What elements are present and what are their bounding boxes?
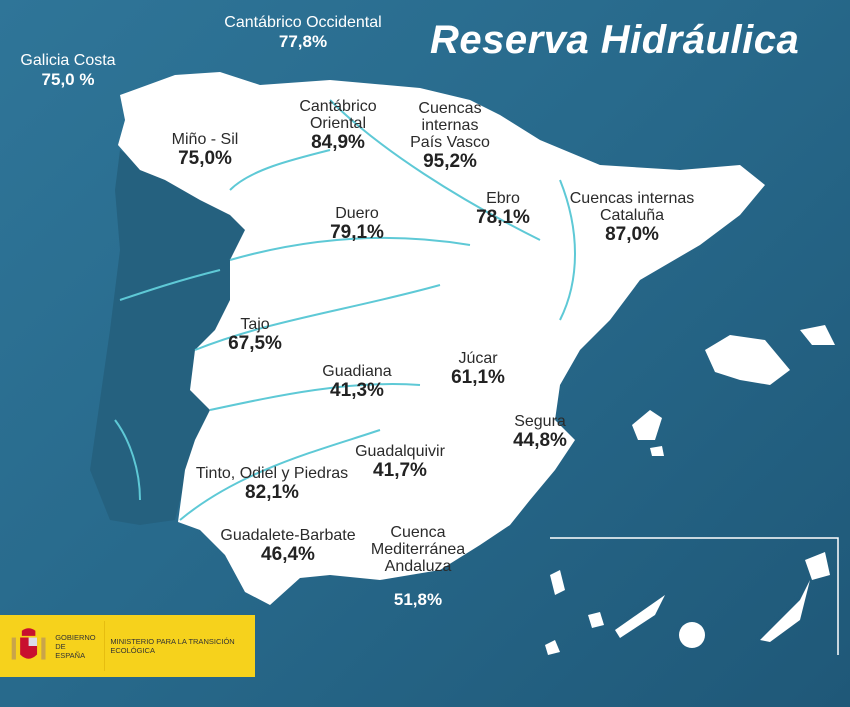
basin-cataluna: Cuencas internas Cataluña 87,0% (569, 190, 695, 245)
portugal-area (90, 150, 245, 525)
basin-galicia-costa: Galicia Costa 75,0 % (20, 52, 116, 89)
ministerio-label: MINISTERIO PARA LA TRANSICIÓN ECOLÓGICA (110, 637, 235, 655)
basin-guadalquivir: Guadalquivir 41,7% (355, 443, 445, 481)
rivers (114, 99, 576, 521)
gobierno-label: GOBIERNO DE ESPAÑA (55, 632, 96, 660)
basin-duero: Duero 79,1% (330, 205, 384, 243)
basin-segura: Segura 44,8% (513, 413, 567, 451)
basin-pais-vasco: Cuencas internas País Vasco 95,2% (410, 100, 490, 172)
basin-cantabrico-occidental: Cantábrico Occidental 77,8% (224, 14, 382, 51)
coat-of-arms-icon (11, 628, 46, 660)
canary-islands (545, 552, 830, 655)
basin-guadalete-barbate: Guadalete-Barbate 46,4% (220, 527, 356, 565)
mallorca (705, 335, 790, 385)
basin-mino-sil: Miño - Sil 75,0% (171, 131, 239, 169)
basin-cantabrico-oriental: Cantábrico Oriental 84,9% (299, 98, 377, 153)
basin-guadiana: Guadiana 41,3% (322, 363, 392, 401)
basin-ebro: Ebro 78,1% (476, 190, 530, 228)
government-logo: GOBIERNO DE ESPAÑA MINISTERIO PARA LA TR… (0, 615, 255, 677)
page-title: Reserva Hidráulica (430, 18, 800, 62)
ibiza (632, 410, 662, 440)
basin-mediterranea-andaluza: Cuenca Mediterránea Andaluza 51,8% (370, 524, 466, 609)
logo-divider (103, 621, 105, 671)
spain-mainland (118, 72, 765, 605)
basin-tinto-odiel-piedras: Tinto, Odiel y Piedras 82,1% (195, 465, 349, 503)
formentera (650, 446, 664, 456)
canarias-box (550, 537, 839, 655)
basin-jucar: Júcar 61,1% (451, 350, 505, 388)
basin-tajo: Tajo 67,5% (228, 316, 282, 354)
menorca (800, 325, 835, 345)
